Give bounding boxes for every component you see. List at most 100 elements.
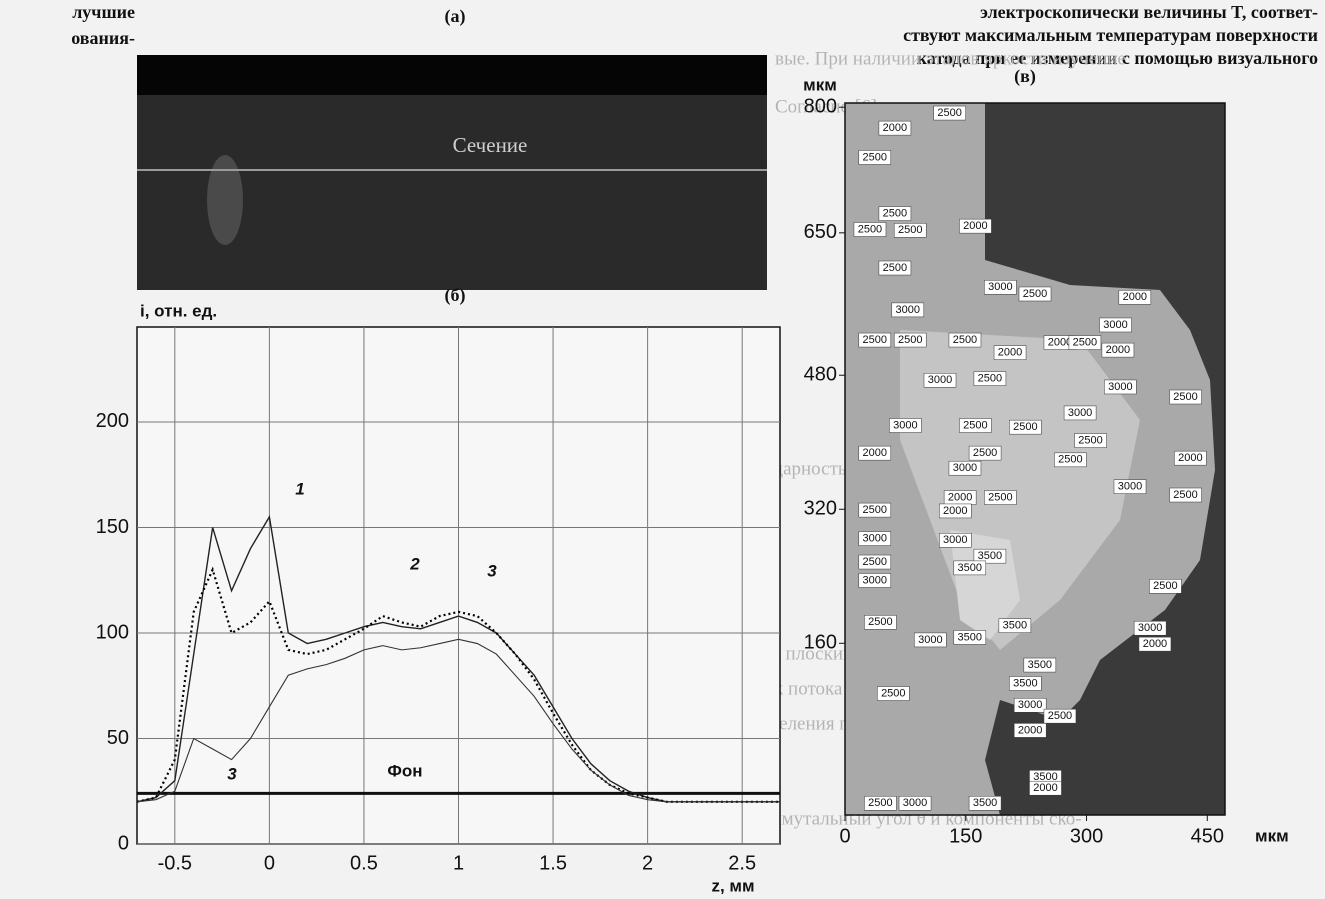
contour-label-box (1169, 389, 1202, 405)
contour-label-box (1063, 405, 1097, 421)
x-tick-label: 450 (1191, 825, 1224, 847)
contour-label: 2500 (988, 491, 1012, 503)
x-tick-label: 0 (264, 852, 275, 874)
x-tick-label: 2 (642, 852, 653, 874)
contour-label-box (853, 222, 887, 237)
contour-label-box (1054, 452, 1087, 468)
contour-label: 2500 (1058, 454, 1082, 466)
contour-label-box (878, 206, 912, 221)
contour-label-box (1113, 479, 1147, 494)
contour-label-box (914, 632, 947, 648)
contour-label-box (939, 533, 972, 548)
contour-label-box (1013, 723, 1047, 738)
contour-label-box (1099, 317, 1132, 333)
contour-label-box (1068, 335, 1102, 350)
text-line: электроскопически величины T, соответ- (980, 2, 1318, 22)
contour-label: 2500 (963, 419, 987, 431)
contour-label: 2500 (1073, 336, 1097, 348)
contour-label: 2000 (1143, 638, 1167, 650)
contour-label: 2000 (1033, 782, 1057, 794)
contour-label: 3000 (903, 797, 927, 809)
contour-label-box (893, 332, 927, 348)
series-label: 1 (295, 479, 304, 498)
contour-label: 2000 (1018, 724, 1042, 736)
text-line: ствуют максимальным температурам поверхн… (903, 25, 1318, 45)
annotation: Фон (387, 761, 422, 780)
contour-label-box (1009, 676, 1042, 691)
text-line: лучшие (72, 2, 135, 22)
panel-label: (б) (445, 285, 466, 306)
map-frame (844, 102, 1226, 816)
contour-label-box (1023, 657, 1057, 673)
y-tick-label: 320 (804, 498, 837, 520)
photo-band (137, 55, 767, 95)
contour-label: 3000 (1108, 381, 1132, 393)
contour-label: 2500 (937, 107, 961, 119)
x-axis-label: z, мм (711, 876, 754, 895)
contour-label: 3000 (928, 374, 952, 386)
contour-label-box (1149, 579, 1182, 594)
contour-label: 2500 (973, 447, 997, 459)
contour-label: 2500 (1153, 580, 1177, 592)
contour-label-box (858, 445, 892, 461)
contour-label: 2500 (883, 207, 907, 219)
contour-label: 3500 (1013, 677, 1037, 689)
contour-label-box (973, 371, 1007, 386)
contour-label-box (953, 560, 987, 576)
contour-label-box (877, 686, 910, 701)
contour-label-box (898, 796, 932, 811)
contour-label: 2000 (883, 122, 907, 134)
contour-label-box (973, 548, 1007, 564)
contour-label: 2000 (943, 505, 967, 517)
y-tick-label: 0 (118, 832, 129, 854)
contour-label: 3000 (1018, 699, 1042, 711)
contour-label: 3000 (863, 532, 887, 544)
contour-label: 3500 (1028, 659, 1052, 671)
y-axis-label: мкм (803, 75, 837, 94)
section-label: Сечение (453, 133, 528, 157)
contour-label: 3000 (918, 634, 942, 646)
contour-label: 2500 (863, 504, 887, 516)
contour-label-box (1133, 620, 1167, 636)
contour-label: 2500 (898, 224, 922, 236)
contour-label-box (948, 332, 982, 348)
contour-label-box (889, 418, 922, 433)
series-label: 3 (487, 561, 497, 580)
contour-label-box (968, 445, 1002, 461)
x-tick-label: 2.5 (728, 852, 756, 874)
contour-label: 3000 (863, 574, 887, 586)
contour-label: 2500 (868, 616, 892, 628)
contour-label-box (878, 260, 912, 276)
contour-label-box (939, 503, 972, 519)
contour-label: 3000 (1068, 407, 1092, 419)
contour-label: 2000 (1106, 344, 1130, 356)
contour-label-box (864, 615, 897, 630)
contour-label-box (933, 105, 966, 121)
x-tick-label: 0.5 (350, 852, 378, 874)
x-tick-label: 300 (1070, 825, 1103, 847)
photo-glow (207, 155, 243, 245)
contour-label: 3500 (1033, 771, 1057, 783)
y-axis-label: i, отн. ед. (140, 301, 217, 320)
contour-label: 2500 (863, 334, 887, 346)
contour-label-box (858, 150, 892, 165)
contour-label: 2500 (953, 334, 977, 346)
text-line: ования- (71, 28, 135, 48)
contour-label: 3500 (1003, 620, 1027, 632)
contour-label-box (1009, 419, 1042, 435)
y-tick-label: 100 (96, 621, 129, 643)
contour-label: 3000 (1118, 481, 1142, 493)
contour-label: 2500 (1173, 391, 1197, 403)
contour-label: 2500 (978, 372, 1002, 384)
contour-label-box (1138, 636, 1172, 652)
panel-label: (в) (1014, 66, 1036, 87)
contour-label-box (864, 796, 897, 811)
contour-label: 2500 (863, 151, 887, 163)
contour-label: 2500 (1013, 421, 1037, 433)
contour-label: 3000 (943, 534, 967, 546)
series-label: 3 (227, 764, 237, 783)
x-tick-label: 150 (949, 825, 982, 847)
contour-label-box (968, 796, 1002, 811)
contour-label-box (1029, 780, 1062, 796)
contour-label: 3000 (896, 304, 920, 316)
